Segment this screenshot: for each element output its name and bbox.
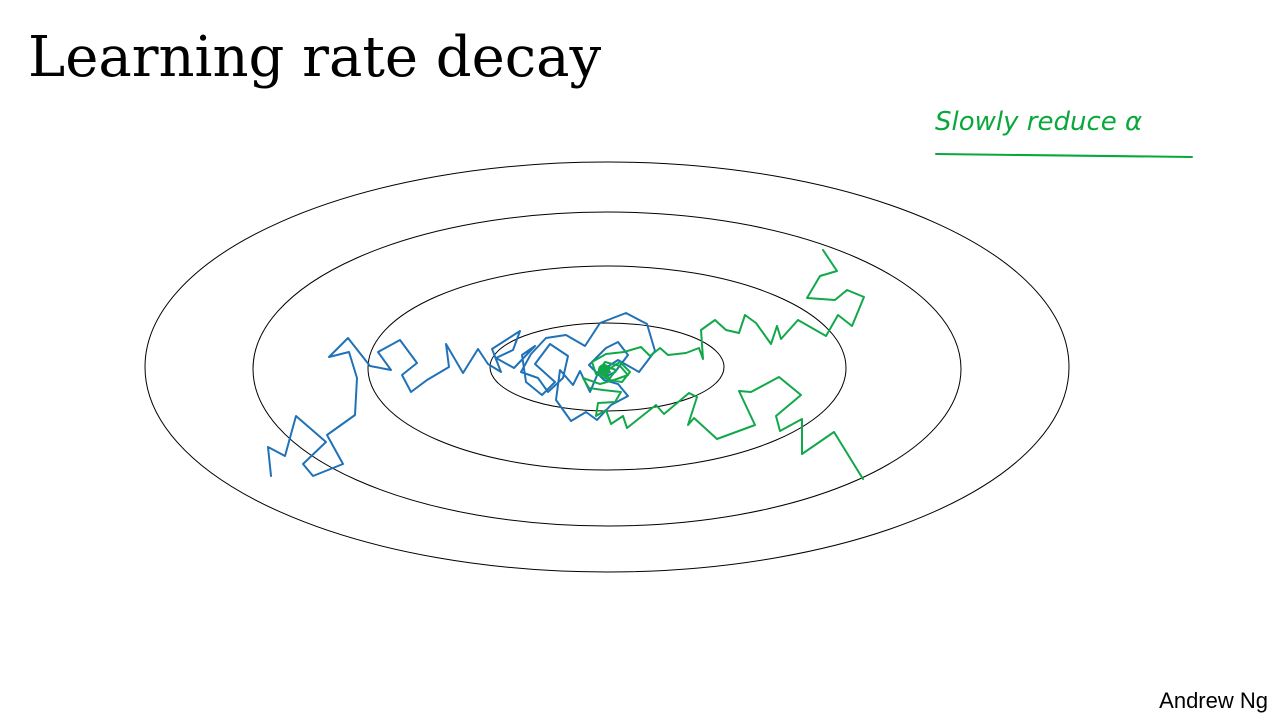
contour-third	[367, 265, 847, 471]
handwritten-annotation: Slowly reduce α	[935, 107, 1142, 137]
contour-lines	[144, 161, 1070, 573]
annotation-underline	[935, 153, 1193, 158]
author-credit: Andrew Ng	[1159, 688, 1268, 713]
contour-outer	[144, 161, 1070, 573]
fixed-learning-rate-path	[267, 312, 656, 477]
slide-title: Learning rate decay	[28, 25, 602, 90]
minimum-point	[598, 364, 610, 376]
contour-second	[252, 211, 962, 527]
